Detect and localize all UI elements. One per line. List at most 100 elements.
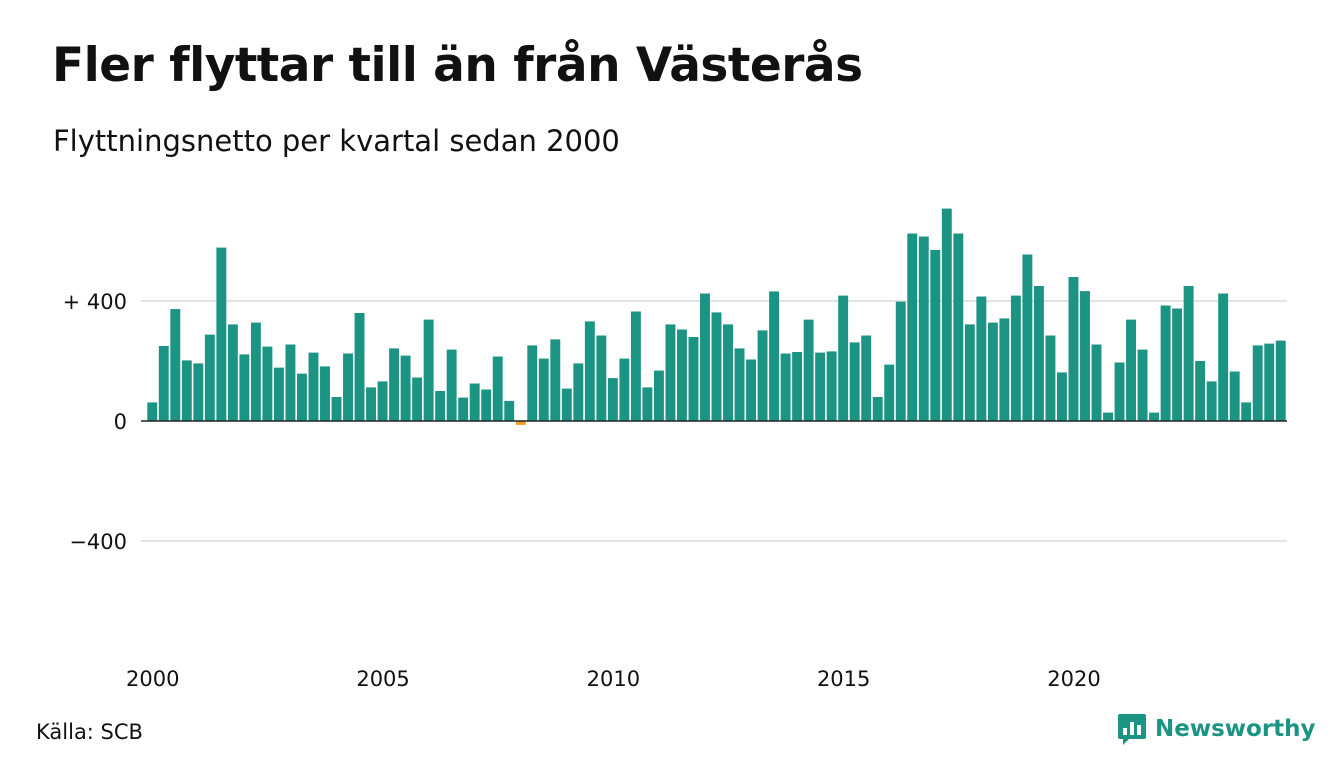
bar bbox=[285, 344, 296, 421]
bar bbox=[308, 352, 319, 421]
bar bbox=[343, 353, 353, 421]
bar bbox=[976, 296, 987, 421]
bar bbox=[676, 329, 687, 421]
bar bbox=[1114, 362, 1125, 421]
bar bbox=[907, 233, 918, 421]
bar bbox=[1264, 343, 1275, 421]
bar bbox=[262, 346, 273, 421]
y-tick-label: 0 bbox=[114, 410, 127, 434]
bar bbox=[1160, 305, 1171, 421]
bar bbox=[193, 363, 204, 421]
brand-name: Newsworthy bbox=[1155, 716, 1316, 742]
bar bbox=[1275, 340, 1286, 421]
bar bbox=[607, 378, 618, 421]
bar bbox=[941, 208, 952, 421]
bar bbox=[458, 397, 469, 421]
y-tick-label: + 400 bbox=[63, 290, 127, 314]
bar bbox=[331, 397, 342, 421]
bar bbox=[250, 322, 261, 421]
bar bbox=[619, 358, 630, 421]
bar bbox=[1229, 371, 1240, 421]
x-tick-label: 2005 bbox=[356, 667, 409, 691]
bar bbox=[1218, 293, 1229, 421]
bar bbox=[769, 291, 780, 421]
bar bbox=[1056, 372, 1067, 421]
bar bbox=[1252, 345, 1263, 421]
bar bbox=[1241, 402, 1252, 421]
bar bbox=[181, 360, 192, 421]
bar bbox=[1103, 412, 1113, 421]
bar bbox=[538, 358, 549, 421]
bar bbox=[688, 337, 699, 421]
bar bbox=[642, 387, 653, 421]
bar bbox=[1022, 254, 1033, 421]
bar bbox=[227, 324, 238, 421]
bar bbox=[527, 345, 538, 421]
bar bbox=[1172, 308, 1183, 421]
bar bbox=[746, 359, 757, 421]
bar bbox=[1010, 295, 1021, 421]
bar bbox=[964, 324, 975, 421]
bar bbox=[158, 346, 169, 421]
bar bbox=[504, 400, 515, 421]
brand-logo: Newsworthy bbox=[1117, 712, 1316, 746]
bar bbox=[630, 311, 641, 421]
bar bbox=[734, 348, 745, 421]
bar bbox=[1045, 335, 1056, 421]
bar bbox=[1183, 286, 1194, 421]
bar bbox=[550, 339, 561, 421]
bar bbox=[792, 352, 803, 421]
bar bbox=[481, 389, 492, 421]
bar bbox=[596, 335, 607, 421]
bar bbox=[1091, 344, 1102, 421]
bar bbox=[377, 381, 388, 421]
bar bbox=[849, 342, 860, 421]
bar bbox=[780, 353, 791, 421]
x-tick-label: 2020 bbox=[1047, 667, 1100, 691]
bar bbox=[711, 312, 722, 421]
bar bbox=[1068, 277, 1079, 421]
bar bbox=[872, 397, 883, 421]
bar bbox=[469, 383, 480, 421]
bar bbox=[366, 387, 377, 421]
bar bbox=[170, 309, 181, 421]
bar bbox=[204, 334, 215, 421]
bar bbox=[216, 247, 227, 421]
bar bbox=[987, 322, 998, 421]
bar bbox=[296, 373, 307, 421]
newsworthy-logo-icon bbox=[1117, 712, 1147, 746]
bar bbox=[884, 364, 895, 421]
x-tick-label: 2010 bbox=[587, 667, 640, 691]
bar bbox=[803, 319, 814, 421]
x-tick-label: 2000 bbox=[126, 667, 179, 691]
bar bbox=[435, 391, 446, 421]
bar bbox=[412, 377, 423, 421]
bar bbox=[1126, 319, 1137, 421]
bar bbox=[723, 324, 733, 421]
y-tick-label: −400 bbox=[69, 530, 127, 554]
bar bbox=[584, 321, 595, 421]
x-tick-label: 2015 bbox=[817, 667, 870, 691]
bar bbox=[1206, 381, 1217, 421]
bar bbox=[815, 352, 826, 421]
bar bbox=[665, 324, 676, 421]
bar bbox=[389, 348, 400, 421]
bar bbox=[700, 293, 710, 421]
bar bbox=[1149, 412, 1160, 421]
bar bbox=[423, 319, 434, 421]
bar bbox=[354, 313, 365, 421]
bar bbox=[826, 351, 837, 421]
bar bbox=[1195, 361, 1206, 421]
bar bbox=[515, 421, 526, 425]
bar bbox=[400, 355, 411, 421]
bar bbox=[653, 370, 664, 421]
bar bbox=[239, 354, 250, 421]
bar bbox=[446, 349, 457, 421]
bar bbox=[999, 318, 1010, 421]
bar bbox=[492, 356, 503, 421]
bar bbox=[953, 233, 964, 421]
bar bbox=[757, 330, 768, 421]
source-label: Källa: SCB bbox=[36, 720, 143, 744]
bar bbox=[1137, 349, 1148, 421]
